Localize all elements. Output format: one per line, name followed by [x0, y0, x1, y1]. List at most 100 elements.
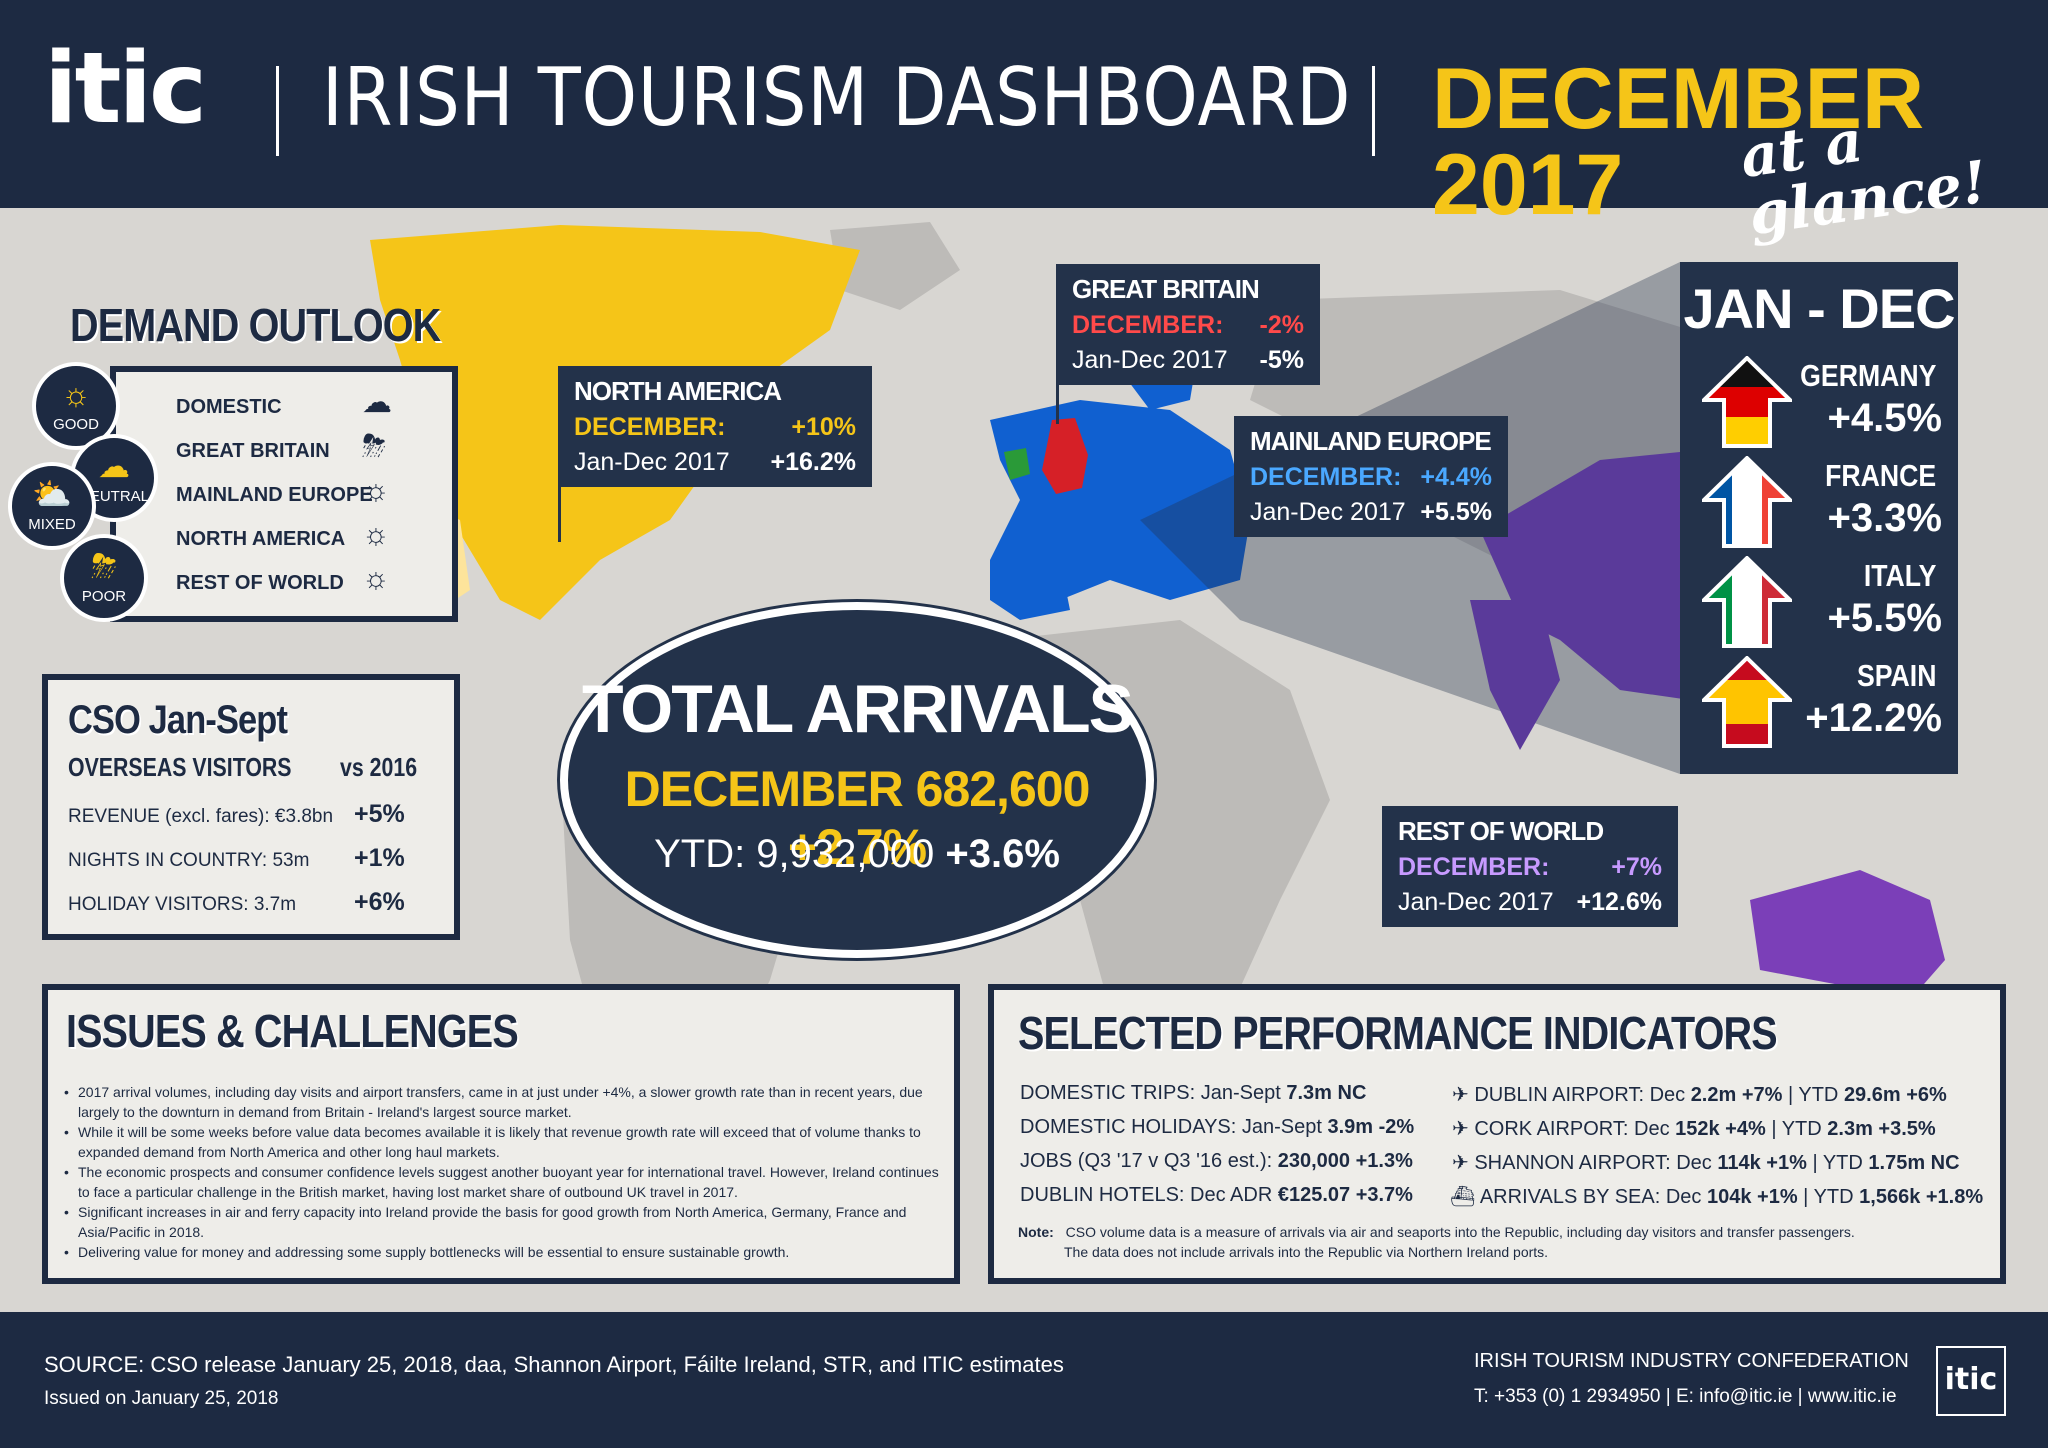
header-bar — [0, 0, 2048, 208]
callout-title: NORTH AMERICA — [574, 376, 782, 406]
outlook-label-rest-of-world: REST OF WORLD — [176, 572, 344, 594]
demand-outlook-title: DEMAND OUTLOOK — [70, 299, 441, 351]
demand-outlook-panel: DOMESTIC GREAT BRITAIN MAINLAND EUROPE N… — [110, 366, 458, 622]
callout-ytd-label: Jan-Dec 2017 — [1250, 498, 1406, 526]
asia-shape — [1480, 450, 1700, 700]
total-arrivals-title: TOTAL ARRIVALS — [582, 671, 1134, 747]
indicator-value: 7.3m NC — [1286, 1082, 1367, 1104]
indicator-value: 1,566k +1.8% — [1859, 1186, 1984, 1208]
plane-icon: ✈ — [1452, 1152, 1475, 1174]
sun-icon: ☼ — [362, 562, 390, 595]
callout-dec-label: DECEMBER: — [1072, 311, 1224, 339]
callout-ytd-label: Jan-Dec 2017 — [1398, 888, 1554, 916]
cso-row-label: REVENUE (excl. fares): €3.8bn — [68, 806, 334, 827]
indicator-value: 230,000 +1.3% — [1277, 1150, 1413, 1172]
indicator-label: CORK AIRPORT: Dec — [1474, 1118, 1676, 1140]
indicator-row: DOMESTIC TRIPS: Jan-Sept 7.3m NC — [1020, 1082, 1366, 1105]
list-item: Delivering value for money and addressin… — [64, 1242, 944, 1262]
legend-label: MIXED — [28, 516, 76, 533]
outlook-label-mainland-europe: MAINLAND EUROPE — [176, 484, 373, 506]
indicator-row: DOMESTIC HOLIDAYS: Jan-Sept 3.9m -2% — [1020, 1116, 1414, 1139]
callout-pointer — [1056, 380, 1059, 424]
great-britain-shape — [1042, 418, 1088, 494]
indicator-value: 152k +4% — [1675, 1118, 1766, 1140]
country-value: +12.2% — [1805, 696, 1942, 740]
legend-label: POOR — [81, 588, 127, 605]
indicator-value: 2.2m +7% — [1690, 1084, 1783, 1106]
source-text: SOURCE: CSO release January 25, 2018, da… — [44, 1352, 1064, 1377]
iberia-shape — [990, 560, 1070, 620]
indicator-label: SHANNON AIRPORT: Dec — [1474, 1152, 1718, 1174]
ireland-shape — [1004, 448, 1030, 480]
indicator-label: DUBLIN AIRPORT: Dec — [1474, 1084, 1691, 1106]
ship-icon: ⛴ — [1450, 1186, 1480, 1208]
sun-icon: ☼ — [61, 376, 91, 412]
performance-title: SELECTED PERFORMANCE INDICATORS — [1018, 1007, 1778, 1059]
list-item: The economic prospects and consumer conf… — [64, 1162, 944, 1202]
callout-title: GREAT BRITAIN — [1072, 274, 1260, 304]
issued-date: Issued on January 25, 2018 — [44, 1388, 279, 1409]
cso-row-label: HOLIDAY VISITORS: 3.7m — [68, 894, 297, 915]
header-divider — [276, 66, 279, 156]
indicator-value: 114k +1% — [1717, 1152, 1807, 1174]
storm-icon: ⛈ — [91, 548, 117, 584]
storm-icon: ⛈ — [362, 430, 386, 463]
callout-dec-value: -2% — [1259, 311, 1304, 339]
legend-mixed: ⛅ MIXED — [8, 462, 96, 550]
callout-dec-value: +4.4% — [1420, 463, 1492, 491]
great-britain-callout: GREAT BRITAIN DECEMBER: -2% Jan-Dec 2017 -… — [1056, 264, 1320, 385]
indicator-value: €125.07 +3.7% — [1277, 1184, 1413, 1206]
legend-poor: ⛈ POOR — [60, 534, 148, 622]
germany-flag-arrow-icon — [1702, 356, 1792, 448]
country-name: SPAIN — [1856, 658, 1936, 693]
indicator-value: 2.3m +3.5% — [1827, 1118, 1936, 1140]
sun-icon: ☼ — [362, 518, 390, 551]
cso-compare-label: vs 2016 — [340, 752, 418, 782]
cso-row-value: +5% — [354, 800, 405, 828]
cloud-icon: ☁ — [98, 448, 130, 484]
indicator-label: ARRIVALS BY SEA: Dec — [1479, 1186, 1707, 1208]
organization-name: IRISH TOURISM INDUSTRY CONFEDERATION — [1474, 1350, 1909, 1372]
sun-cloud-icon: ⛅ — [32, 476, 72, 512]
mainland-europe-callout: MAINLAND EUROPE DECEMBER: +4.4% Jan-Dec 2… — [1234, 416, 1508, 537]
callout-dec-value: +10% — [791, 413, 856, 441]
cso-title: CSO Jan-Sept — [68, 698, 288, 742]
issues-list: 2017 arrival volumes, including day visi… — [64, 1082, 944, 1262]
indicator-label: DOMESTIC TRIPS: Jan-Sept — [1020, 1082, 1287, 1104]
indicator-label: DOMESTIC HOLIDAYS: Jan-Sept — [1020, 1116, 1328, 1138]
callout-title: REST OF WORLD — [1398, 816, 1604, 846]
plane-icon: ✈ — [1452, 1084, 1475, 1106]
indicator-row: ✈ SHANNON AIRPORT: Dec 114k +1% | YTD 1.… — [1452, 1152, 1960, 1174]
note-label: Note: — [1018, 1224, 1054, 1240]
outlook-label-great-britain: GREAT BRITAIN — [176, 440, 330, 462]
performance-note: Note: CSO volume data is a measure of ar… — [1018, 1222, 1978, 1262]
cso-row-label: NIGHTS IN COUNTRY: 53m — [68, 850, 310, 871]
indicator-value: 104k +1% — [1706, 1186, 1798, 1208]
greenland-shape — [830, 222, 960, 310]
contact-details: T: +353 (0) 1 2934950 | E: info@itic.ie … — [1474, 1386, 1897, 1407]
india-shape — [1470, 600, 1560, 750]
indicator-value: 3.9m -2% — [1327, 1116, 1415, 1138]
indicator-label: YTD — [1822, 1152, 1869, 1174]
page-title: IRISH TOURISM DASHBOARD — [322, 51, 1352, 144]
list-item: Significant increases in air and ferry c… — [64, 1202, 944, 1242]
jan-dec-panel: JAN - DEC GERMANY +4.5% FRANCE +3.3% ITA… — [1680, 262, 1958, 774]
legend-label: GOOD — [53, 416, 99, 433]
callout-pointer — [558, 470, 561, 542]
list-item: 2017 arrival volumes, including day visi… — [64, 1082, 944, 1122]
callout-dec-label: DECEMBER: — [1250, 463, 1402, 491]
indicator-label: YTD — [1798, 1084, 1844, 1106]
ytd-change: +3.6% — [945, 832, 1060, 876]
country-value: +4.5% — [1827, 396, 1942, 440]
plane-icon: ✈ — [1452, 1118, 1475, 1140]
callout-ytd-value: -5% — [1259, 346, 1304, 374]
callout-dec-label: DECEMBER: — [1398, 853, 1550, 881]
total-arrivals-december: DECEMBER 682,600 +2.7% — [624, 761, 1091, 875]
callout-ytd-label: Jan-Dec 2017 — [574, 448, 730, 476]
country-name: FRANCE — [1824, 458, 1936, 493]
header-divider — [1372, 66, 1375, 156]
cso-row-value: +6% — [354, 888, 405, 916]
list-item: While it will be some weeks before value… — [64, 1122, 944, 1162]
ytd-label: YTD: 9,932,000 — [654, 832, 935, 876]
country-name: ITALY — [1863, 558, 1936, 593]
